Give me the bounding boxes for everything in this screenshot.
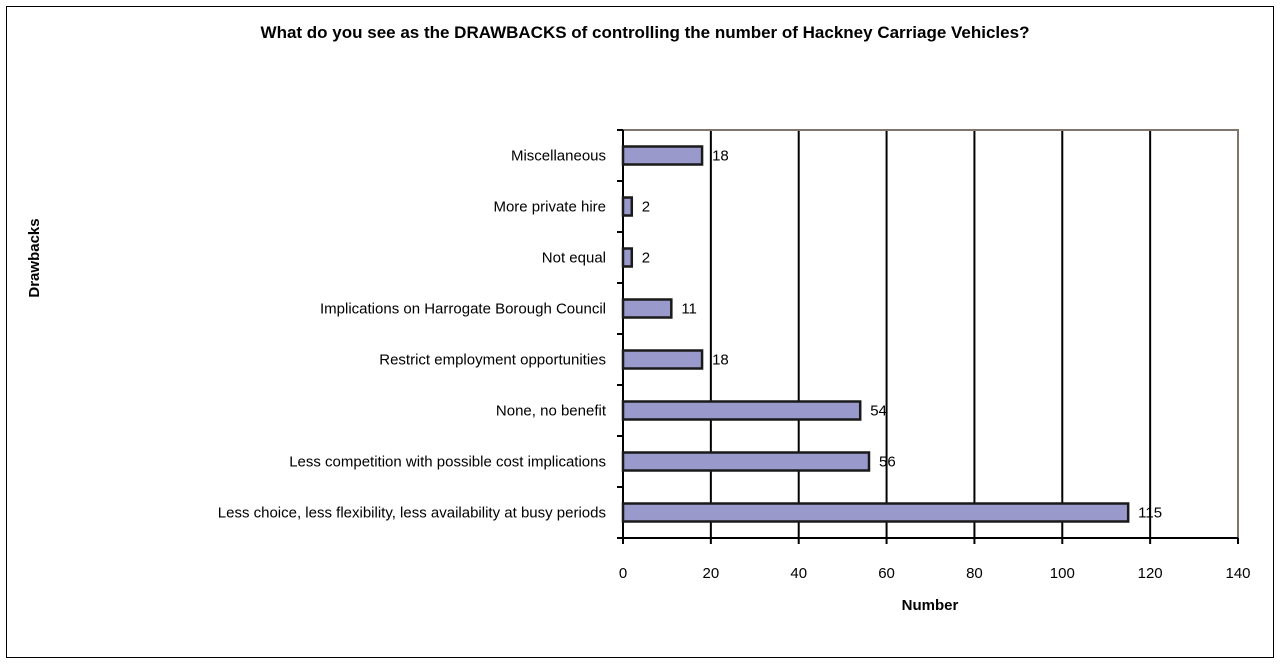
bar xyxy=(621,502,1130,523)
data-labels: 18 2 2 11 18 54 56 115 xyxy=(642,148,1162,522)
x-tick-label: 60 xyxy=(878,565,895,582)
x-tick-label: 80 xyxy=(966,565,983,582)
category-label: Miscellaneous xyxy=(511,148,606,165)
x-tick-label: 140 xyxy=(1225,565,1250,582)
data-label: 115 xyxy=(1138,505,1162,522)
category-label: Implications on Harrogate Borough Counci… xyxy=(320,301,606,318)
x-axis-title: Number xyxy=(902,597,959,614)
plot-area-border xyxy=(622,129,1239,539)
x-tick-label: 40 xyxy=(790,565,807,582)
x-tick-label: 120 xyxy=(1138,565,1163,582)
data-label: 2 xyxy=(642,199,650,216)
bar xyxy=(621,247,634,268)
data-label: 56 xyxy=(879,454,896,471)
x-tick-labels: 0 20 40 60 80 100 120 140 xyxy=(619,565,1251,582)
bar xyxy=(621,451,871,472)
category-label: More private hire xyxy=(493,199,606,216)
bar xyxy=(621,349,704,370)
category-labels: Miscellaneous More private hire Not equal I… xyxy=(218,148,607,522)
chart-title: What do you see as the DRAWBACKS of cont… xyxy=(260,23,1030,42)
category-label: Restrict employment opportunities xyxy=(379,352,606,369)
y-axis-title: Drawbacks xyxy=(26,218,43,297)
x-tick-label: 20 xyxy=(703,565,720,582)
data-label: 2 xyxy=(642,250,650,267)
data-label: 18 xyxy=(712,148,729,165)
bar xyxy=(621,145,704,166)
bar xyxy=(621,298,673,319)
data-label: 11 xyxy=(681,301,697,318)
category-label: None, no benefit xyxy=(496,403,607,420)
category-label: Less choice, less flexibility, less avai… xyxy=(218,505,606,522)
bar xyxy=(621,400,862,421)
data-label: 18 xyxy=(712,352,729,369)
x-tick-label: 0 xyxy=(619,565,627,582)
data-label: 54 xyxy=(870,403,887,420)
bars xyxy=(621,145,1130,523)
category-label: Less competition with possible cost impl… xyxy=(289,454,606,471)
bar xyxy=(621,196,634,217)
x-tick-label: 100 xyxy=(1050,565,1075,582)
gridlines xyxy=(709,130,1152,538)
category-label: Not equal xyxy=(542,250,606,267)
